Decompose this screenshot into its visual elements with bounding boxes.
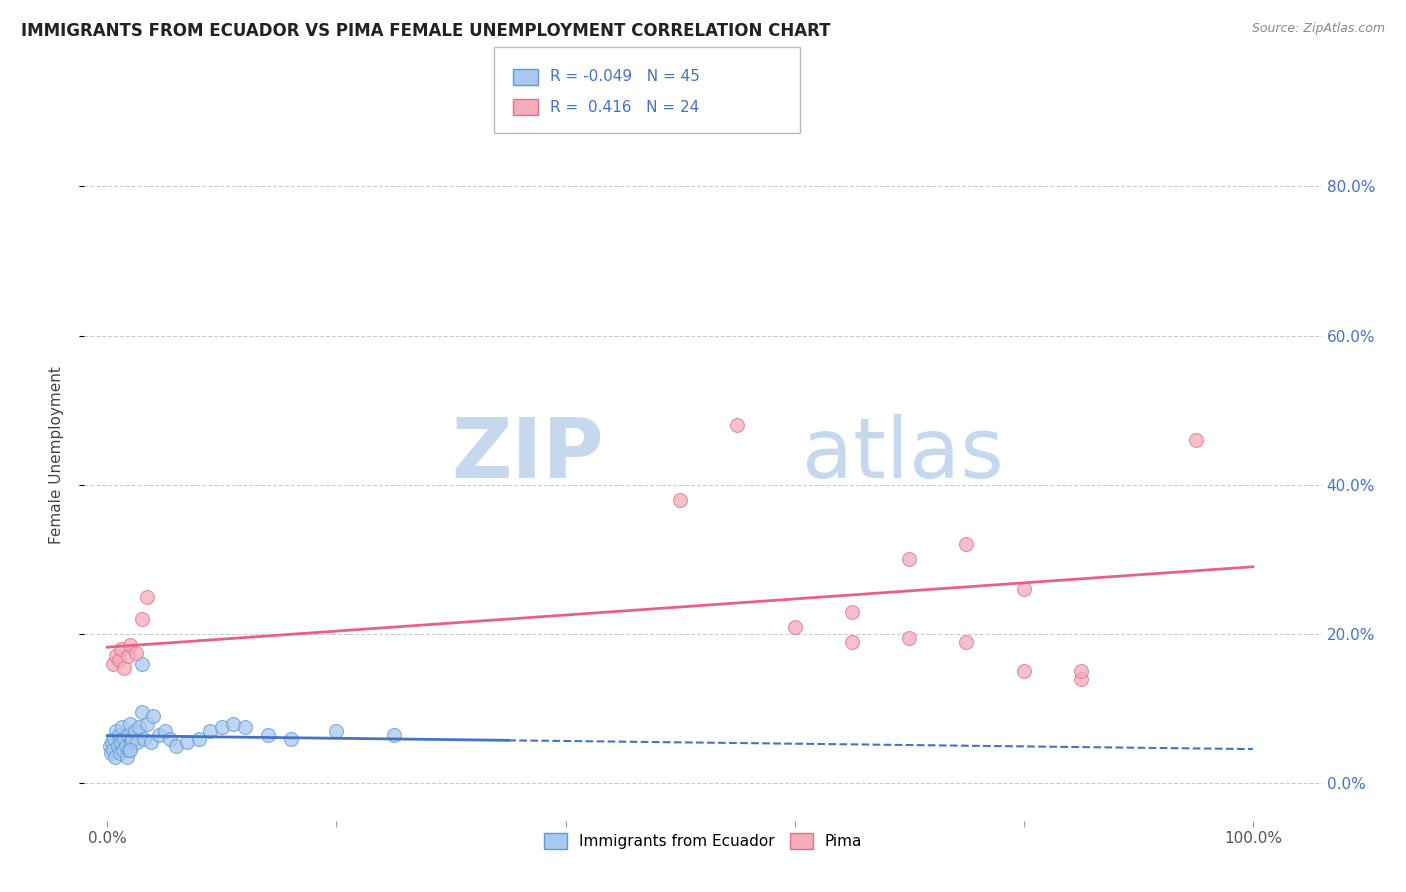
Text: R =  0.416   N = 24: R = 0.416 N = 24 [550,100,699,114]
Point [841,634,863,648]
Point [110,735,132,749]
Point [955,537,977,551]
Point [131,706,153,720]
Point [101,657,124,671]
Point [120,716,142,731]
Point [117,649,139,664]
Point [165,739,187,753]
Point [1070,672,1092,686]
Point [841,605,863,619]
Point [280,731,302,746]
Point [124,724,146,739]
Point [898,631,921,645]
Point [118,743,141,757]
Point [107,728,129,742]
Point [112,743,135,757]
Point [101,743,124,757]
Point [256,728,278,742]
Point [222,716,245,731]
Point [187,731,209,746]
Point [108,747,131,761]
Point [125,646,148,660]
Point [98,739,121,753]
Point [136,716,159,731]
Point [121,731,143,746]
Point [103,731,125,746]
Point [114,660,136,674]
Point [1012,582,1035,597]
Point [110,642,132,657]
Point [325,724,347,739]
Text: R = -0.049   N = 45: R = -0.049 N = 45 [550,70,700,84]
Point [139,735,162,749]
Point [159,731,181,746]
Point [233,720,256,734]
Point [211,720,233,734]
Text: Source: ZipAtlas.com: Source: ZipAtlas.com [1251,22,1385,36]
Point [136,590,159,604]
Point [142,709,165,723]
Point [120,638,142,652]
Point [115,750,138,764]
Point [128,720,150,734]
Point [120,735,142,749]
Point [105,724,128,739]
Point [114,739,136,753]
Point [1184,433,1206,447]
Point [1070,665,1092,679]
Point [131,612,153,626]
Text: ZIP: ZIP [451,415,605,495]
Point [111,720,134,734]
Point [176,735,198,749]
Point [125,735,148,749]
Point [101,735,124,749]
Point [153,724,176,739]
Point [1012,665,1035,679]
Point [107,653,129,667]
Text: atlas: atlas [801,415,1004,495]
Point [200,724,222,739]
Point [783,619,806,633]
Legend: Immigrants from Ecuador, Pima: Immigrants from Ecuador, Pima [536,826,870,857]
Point [107,739,129,753]
Y-axis label: Female Unemployment: Female Unemployment [49,366,63,544]
Point [669,492,692,507]
Point [898,552,921,566]
Point [131,657,153,671]
Point [100,747,122,761]
Point [382,728,405,742]
Point [148,728,170,742]
Point [114,731,136,746]
Point [955,634,977,648]
Point [132,731,155,746]
Point [120,743,142,757]
Point [104,750,127,764]
Point [105,649,128,664]
Point [725,418,748,433]
Point [117,728,139,742]
Text: IMMIGRANTS FROM ECUADOR VS PIMA FEMALE UNEMPLOYMENT CORRELATION CHART: IMMIGRANTS FROM ECUADOR VS PIMA FEMALE U… [21,22,831,40]
